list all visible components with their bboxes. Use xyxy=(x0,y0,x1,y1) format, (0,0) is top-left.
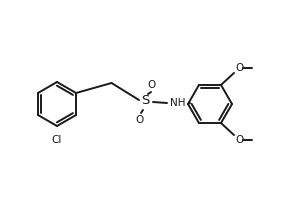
Text: O: O xyxy=(136,115,144,125)
Text: Cl: Cl xyxy=(52,135,62,145)
Text: NH: NH xyxy=(170,98,186,108)
Text: O: O xyxy=(235,135,243,145)
Text: O: O xyxy=(235,63,243,73)
Text: O: O xyxy=(148,80,156,90)
Text: S: S xyxy=(141,94,149,108)
